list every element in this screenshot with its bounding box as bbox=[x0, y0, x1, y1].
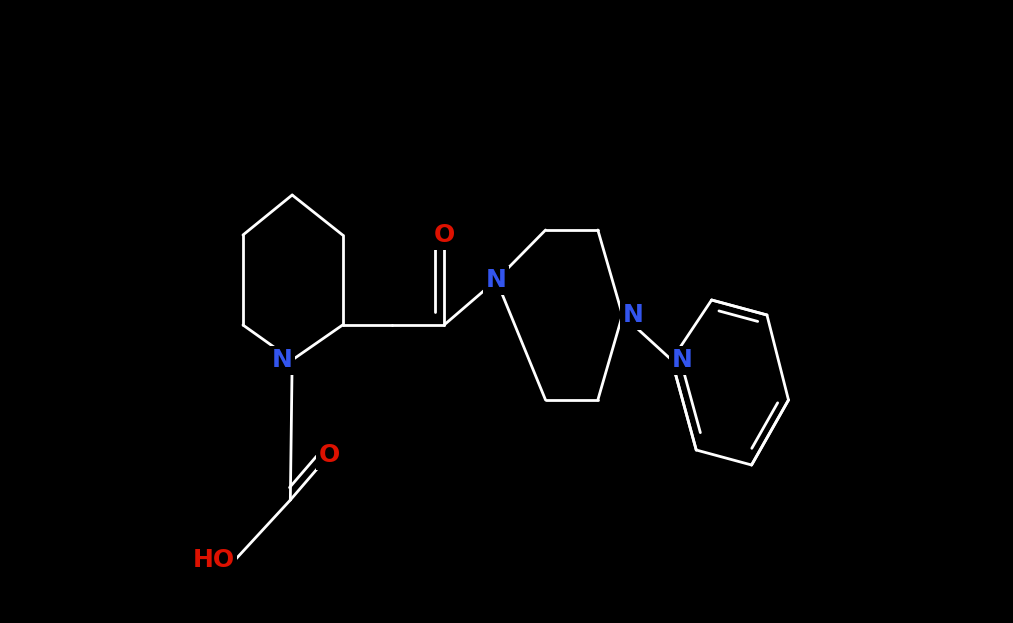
Text: O: O bbox=[434, 223, 455, 247]
Text: O: O bbox=[318, 443, 339, 467]
Text: N: N bbox=[271, 348, 292, 372]
Text: N: N bbox=[622, 303, 643, 327]
Text: N: N bbox=[486, 268, 506, 292]
Text: N: N bbox=[672, 348, 693, 372]
Text: HO: HO bbox=[192, 548, 235, 572]
